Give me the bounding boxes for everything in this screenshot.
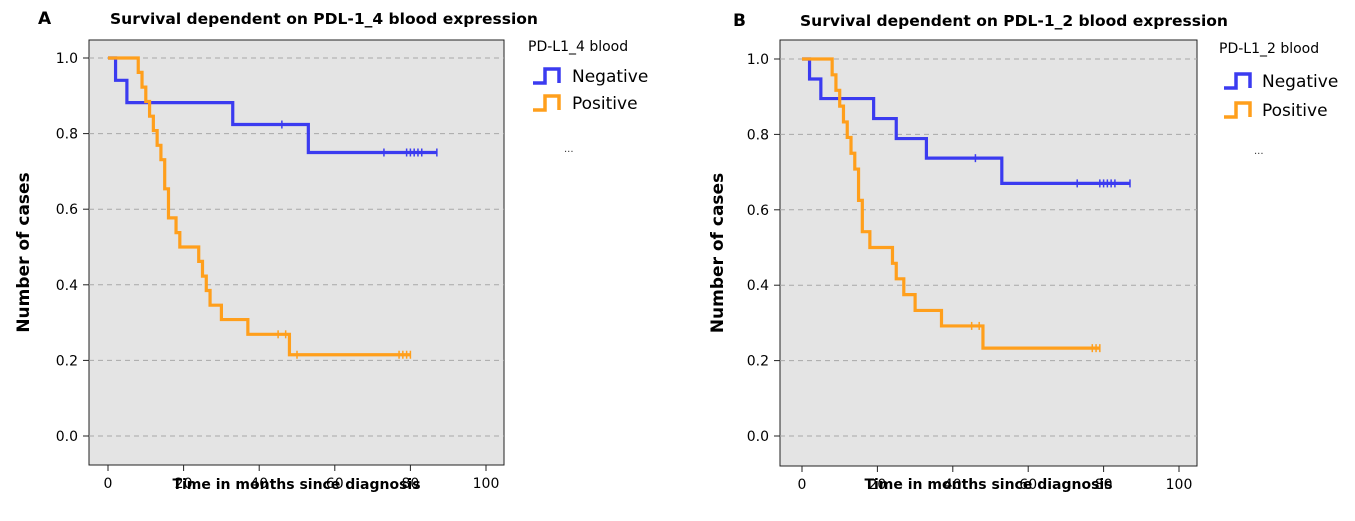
x-tick-label: 0 (798, 477, 807, 493)
y-tick-label: 0.6 (56, 202, 78, 218)
plot-area (88, 39, 505, 466)
x-tick-label: 100 (1166, 477, 1193, 493)
y-tick-label: 0.0 (56, 429, 78, 445)
legend-swatch-negative (533, 67, 561, 85)
y-tick-label: 0.0 (747, 429, 769, 445)
chart-title: Survival dependent on PDL-1_4 blood expr… (110, 10, 538, 28)
x-tick-label: 0 (104, 476, 113, 492)
x-tick-label: 20 (868, 477, 886, 493)
panel-letter: A (38, 9, 52, 29)
y-tick-label: 1.0 (747, 52, 769, 68)
x-tick-label: 100 (473, 476, 500, 492)
x-tick-label: 20 (175, 476, 193, 492)
x-tick-label: 40 (944, 477, 962, 493)
y-tick-label: 1.0 (56, 51, 78, 67)
legend-swatch-negative (1224, 72, 1252, 90)
x-tick-label: 80 (1095, 477, 1113, 493)
legend-swatch-positive (1224, 101, 1252, 119)
plot-area (779, 39, 1198, 467)
legend: PD-L1_2 blood Negative Positive... (1219, 41, 1338, 157)
chart-panel-b: B Survival dependent on PDL-1_2 blood exp… (708, 11, 1338, 493)
y-axis-label: Number of cases (14, 172, 34, 332)
y-axis-label: Number of cases (708, 173, 728, 333)
x-tick-label: 40 (250, 476, 268, 492)
x-tick-label: 60 (326, 476, 344, 492)
legend-ellipsis: ... (564, 144, 574, 155)
y-tick-label: 0.8 (56, 127, 78, 143)
legend-title: PD-L1_2 blood (1219, 41, 1319, 57)
x-tick-label: 80 (401, 476, 419, 492)
series-line-negative (802, 57, 1130, 186)
chart-title: Survival dependent on PDL-1_2 blood expr… (800, 12, 1228, 30)
legend-label-positive: Positive (572, 94, 638, 114)
chart-panel-a: A Survival dependent on PDL-1_4 blood exp… (14, 9, 648, 493)
y-tick-label: 0.8 (747, 127, 769, 143)
legend: PD-L1_4 blood Negative Positive... (528, 39, 648, 155)
legend-title: PD-L1_4 blood (528, 39, 628, 55)
legend-label-negative: Negative (1262, 72, 1338, 92)
legend-label-positive: Positive (1262, 101, 1328, 121)
y-tick-label: 0.6 (747, 203, 769, 219)
legend-ellipsis: ... (1254, 146, 1264, 157)
x-tick-label: 60 (1019, 477, 1037, 493)
x-axis-label: Time in months since diagnosis (172, 477, 420, 493)
chart-panels: A Survival dependent on PDL-1_4 blood exp… (14, 9, 1338, 493)
legend-swatch-positive (533, 94, 561, 112)
series-line-positive (802, 57, 1100, 350)
y-tick-label: 0.2 (56, 353, 78, 369)
y-tick-label: 0.4 (56, 278, 78, 294)
panel-letter: B (733, 11, 746, 31)
series-line-negative (108, 56, 437, 155)
y-tick-label: 0.4 (747, 278, 769, 294)
legend-label-negative: Negative (572, 67, 648, 87)
y-tick-label: 0.2 (747, 354, 769, 370)
series-line-positive (108, 56, 411, 357)
x-axis-label: Time in months since diagnosis (864, 477, 1112, 493)
